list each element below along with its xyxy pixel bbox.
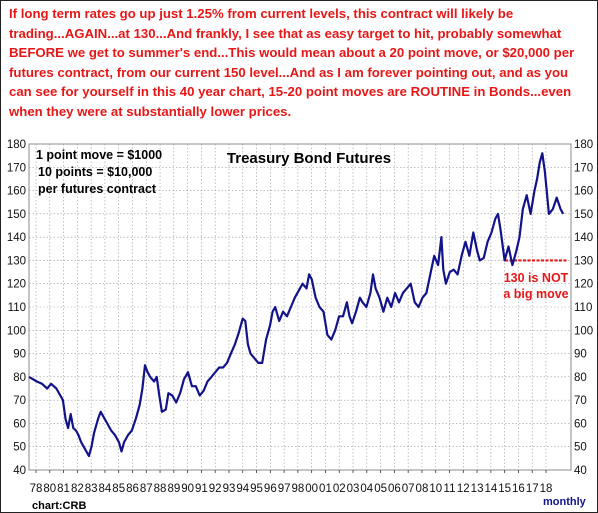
headline-emphasis: AGAIN xyxy=(64,25,108,41)
y-tick-label-right: 180 xyxy=(574,139,593,151)
x-tick-label: 11 xyxy=(444,483,456,495)
y-tick-label-left: 140 xyxy=(7,232,26,244)
x-tick-label: 96 xyxy=(264,483,277,495)
y-tick-label-right: 80 xyxy=(574,372,587,384)
x-tick-label: 14 xyxy=(484,483,497,495)
y-tick-label-right: 130 xyxy=(574,255,593,267)
x-tick-label: 90 xyxy=(181,483,194,495)
x-tick-label: 83 xyxy=(85,483,98,495)
x-tick-label: 16 xyxy=(512,483,525,495)
y-tick-label-left: 120 xyxy=(7,279,26,291)
y-tick-label-left: 40 xyxy=(13,465,26,477)
x-tick-label: 10 xyxy=(429,483,442,495)
y-tick-label-left: 80 xyxy=(13,372,26,384)
y-tick-label-right: 90 xyxy=(574,349,587,361)
y-tick-label-left: 160 xyxy=(7,186,26,198)
y-tick-label-left: 170 xyxy=(7,162,26,174)
headline-segment: ...at 130...And frankly, I see that as e… xyxy=(107,25,562,41)
x-tick-label: 92 xyxy=(209,483,222,495)
x-tick-label: 12 xyxy=(457,483,470,495)
x-tick-label: 78 xyxy=(30,483,43,495)
x-tick-label: 88 xyxy=(154,483,167,495)
y-tick-label-right: 170 xyxy=(574,162,593,174)
x-tick-label: 91 xyxy=(195,483,208,495)
y-tick-label-right: 100 xyxy=(574,325,593,337)
headline-emphasis: BEFORE xyxy=(9,45,64,61)
x-tick-label: 02 xyxy=(333,483,346,495)
note-line: 10 points = $10,000 xyxy=(38,165,152,179)
x-tick-label: 04 xyxy=(360,483,373,495)
x-tick-label: 18 xyxy=(540,483,553,495)
note-line: per futures contract xyxy=(38,182,157,196)
y-tick-label-right: 60 xyxy=(574,418,587,430)
y-tick-label-left: 130 xyxy=(7,255,26,267)
x-tick-label: 17 xyxy=(526,483,539,495)
headline-segment: in Bonds...even when they were at substa… xyxy=(9,84,572,119)
x-tick-label: 87 xyxy=(140,483,153,495)
x-tick-label: 94 xyxy=(236,483,249,495)
headline-segment: we get to summer's end...This would mean… xyxy=(9,45,575,100)
x-tick-label: 81 xyxy=(57,483,70,495)
y-tick-label-right: 50 xyxy=(574,442,587,454)
source-label: chart:CRB xyxy=(32,500,86,512)
y-tick-label-right: 160 xyxy=(574,186,593,198)
x-tick-label: 13 xyxy=(471,483,484,495)
x-tick-label: 95 xyxy=(250,483,263,495)
headline-segment: If long term rates go up just 1.25% from… xyxy=(9,6,514,41)
y-tick-label-left: 100 xyxy=(7,325,26,337)
x-tick-label: 01 xyxy=(319,483,332,495)
headline-emphasis: ROUTINE xyxy=(410,84,470,100)
x-tick-label: 15 xyxy=(498,483,511,495)
x-tick-label: 08 xyxy=(416,483,429,495)
y-tick-label-right: 110 xyxy=(574,302,592,314)
price-series-line xyxy=(28,152,565,458)
y-tick-label-left: 90 xyxy=(13,349,26,361)
x-tick-label: 07 xyxy=(402,483,415,495)
annotation-text: 130 is NOT xyxy=(504,271,569,285)
y-tick-label-right: 70 xyxy=(574,395,587,407)
x-tick-label: 00 xyxy=(305,483,318,495)
y-tick-label-right: 120 xyxy=(574,279,593,291)
x-tick-label: 89 xyxy=(167,483,180,495)
x-tick-label: 98 xyxy=(291,483,304,495)
x-tick-label: 93 xyxy=(223,483,236,495)
y-tick-label-left: 60 xyxy=(13,418,26,430)
headline-text: If long term rates go up just 1.25% from… xyxy=(9,4,594,122)
frequency-label: monthly xyxy=(543,496,587,508)
x-tick-label: 84 xyxy=(99,483,112,495)
y-tick-label-left: 70 xyxy=(13,395,26,407)
x-tick-label: 85 xyxy=(112,483,125,495)
x-tick-label: 97 xyxy=(278,483,291,495)
y-tick-label-right: 40 xyxy=(574,465,587,477)
note-line: 1 point move = $1000 xyxy=(36,148,162,162)
y-tick-label-left: 180 xyxy=(7,139,26,151)
y-tick-label-right: 150 xyxy=(574,209,593,221)
x-tick-label: 82 xyxy=(71,483,84,495)
x-tick-label: 03 xyxy=(347,483,360,495)
y-tick-label-right: 140 xyxy=(574,232,593,244)
y-tick-label-left: 110 xyxy=(8,302,26,314)
x-tick-label: 80 xyxy=(43,483,56,495)
chart-title: Treasury Bond Futures xyxy=(227,150,391,167)
annotation-text: a big move xyxy=(503,287,568,301)
x-tick-label: 86 xyxy=(126,483,139,495)
y-tick-label-left: 150 xyxy=(7,209,26,221)
x-tick-label: 06 xyxy=(388,483,401,495)
y-tick-label-left: 50 xyxy=(13,442,26,454)
x-tick-label: 05 xyxy=(374,483,387,495)
